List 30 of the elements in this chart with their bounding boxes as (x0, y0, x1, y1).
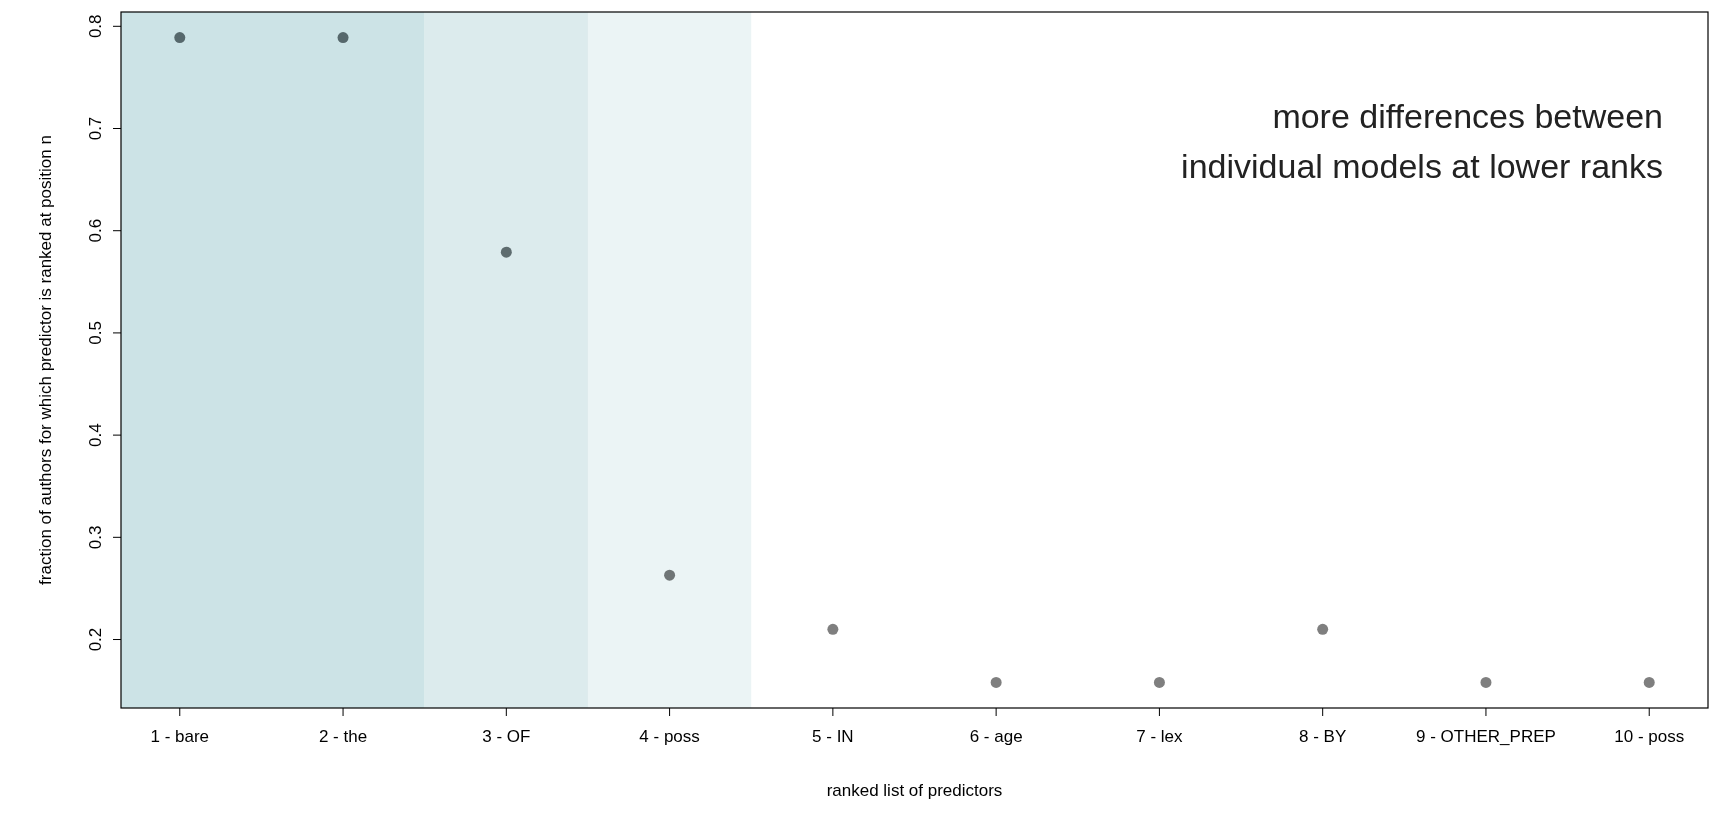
point (827, 623, 839, 635)
x-tick-label: 5 - IN (812, 727, 854, 746)
x-tick-label: 10 - poss (1614, 727, 1685, 746)
y-axis-title: fraction of authors for which predictor is ranked at position n (36, 135, 55, 585)
point (337, 32, 349, 44)
x-tick-label: 8 - BY (1299, 727, 1347, 746)
y-tick-label: 0.8 (86, 14, 105, 39)
point (1480, 676, 1492, 688)
x-tick-label: 9 - OTHER_PREP (1416, 727, 1556, 746)
y-tick-label: 0.2 (86, 627, 105, 652)
y-tick-label: 0.4 (86, 423, 105, 447)
point (500, 246, 512, 258)
y-tick-label: 0.3 (86, 525, 105, 550)
x-tick-label: 1 - bare (150, 727, 210, 746)
y-tick-label: 0.5 (86, 321, 105, 345)
x-axis-title: ranked list of predictors (826, 781, 1003, 800)
x-tick-label: 4 - poss (639, 727, 700, 746)
point (1317, 623, 1329, 635)
point (664, 569, 676, 581)
x-tick-label: 2 - the (318, 727, 368, 746)
annotation: more differences between individual models at lower ranks (1181, 97, 1663, 185)
point (990, 676, 1002, 688)
y-tick-label: 0.7 (86, 116, 105, 141)
point (1153, 676, 1165, 688)
x-tick-label: 6 - age (969, 727, 1023, 746)
x-tick-label: 3 - OF (482, 727, 531, 746)
point (174, 32, 186, 44)
y-tick-label: 0.6 (86, 218, 105, 243)
x-tick-label: 7 - lex (1136, 727, 1184, 746)
point (1643, 676, 1655, 688)
